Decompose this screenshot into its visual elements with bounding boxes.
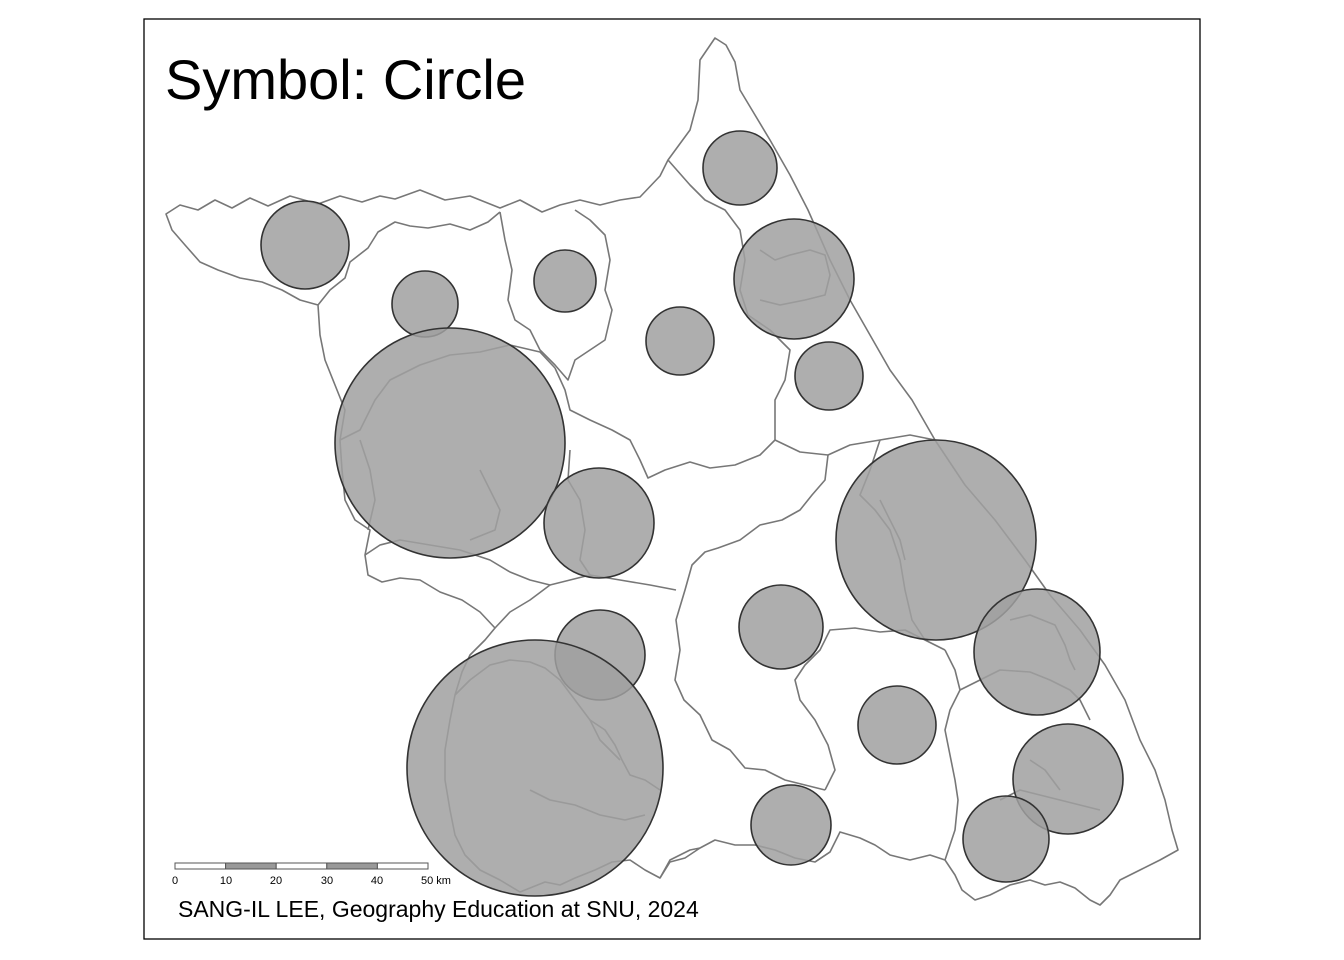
circle-symbol-s13 [406, 639, 664, 897]
scale-tick-40: 40 [371, 875, 383, 887]
scale-tick-20: 20 [270, 875, 282, 887]
scale-bar: 0 10 20 30 40 50 km [172, 862, 451, 887]
region-outline [165, 37, 1179, 906]
circle-symbol-s1 [260, 200, 350, 290]
circle-symbol-s9 [543, 467, 655, 579]
circle-symbol-s4 [702, 130, 778, 206]
scale-bar-seg-2 [225, 862, 277, 870]
circle-symbol-s14 [973, 588, 1101, 716]
circle-symbol-s7 [794, 341, 864, 411]
circle-symbol-s12 [738, 584, 824, 670]
map-credit: SANG-IL LEE, Geography Education at SNU,… [178, 896, 699, 922]
circle-symbol-s3 [533, 249, 597, 313]
circle-symbol-s5 [645, 306, 715, 376]
map-title: Symbol: Circle [165, 48, 526, 111]
scale-tick-30: 30 [321, 875, 333, 887]
circle-symbol-s6 [733, 218, 855, 340]
circle-symbol-s17 [750, 784, 832, 866]
scale-tick-0: 0 [172, 875, 178, 887]
scale-bar-seg-3 [275, 862, 328, 870]
proportional-symbols [260, 130, 1124, 897]
circle-symbol-s18 [962, 795, 1050, 883]
circle-symbol-s10 [835, 439, 1037, 641]
scale-bar-seg-4 [326, 862, 378, 870]
circle-symbol-s16 [1012, 723, 1124, 835]
circle-symbol-s15 [857, 685, 937, 765]
circle-symbol-s2 [391, 270, 459, 338]
scale-tick-10: 10 [220, 875, 232, 887]
scale-bar-seg-1 [174, 862, 227, 870]
scale-tick-50: 50 km [421, 875, 451, 887]
circle-symbol-s8 [334, 327, 566, 559]
scale-bar-seg-5 [376, 862, 429, 870]
